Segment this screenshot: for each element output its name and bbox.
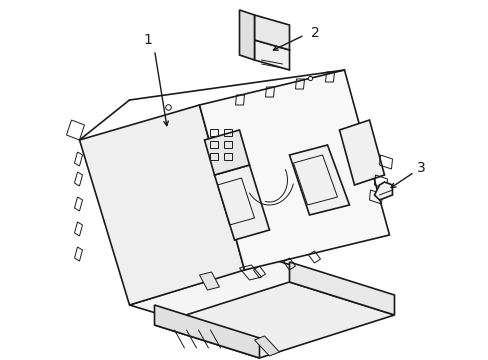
Polygon shape	[239, 10, 254, 60]
Text: 1: 1	[143, 33, 152, 47]
Polygon shape	[129, 260, 389, 340]
Polygon shape	[199, 272, 219, 290]
Polygon shape	[204, 130, 249, 175]
Polygon shape	[254, 336, 279, 356]
Polygon shape	[154, 305, 259, 358]
Polygon shape	[254, 15, 289, 50]
Polygon shape	[289, 145, 349, 215]
Text: 2: 2	[310, 26, 319, 40]
Polygon shape	[214, 165, 269, 240]
Polygon shape	[199, 70, 389, 270]
Polygon shape	[254, 40, 289, 70]
Text: 3: 3	[416, 161, 425, 175]
Polygon shape	[339, 120, 384, 185]
Polygon shape	[374, 182, 392, 200]
Polygon shape	[154, 282, 394, 358]
Polygon shape	[80, 105, 244, 305]
Polygon shape	[289, 262, 394, 315]
